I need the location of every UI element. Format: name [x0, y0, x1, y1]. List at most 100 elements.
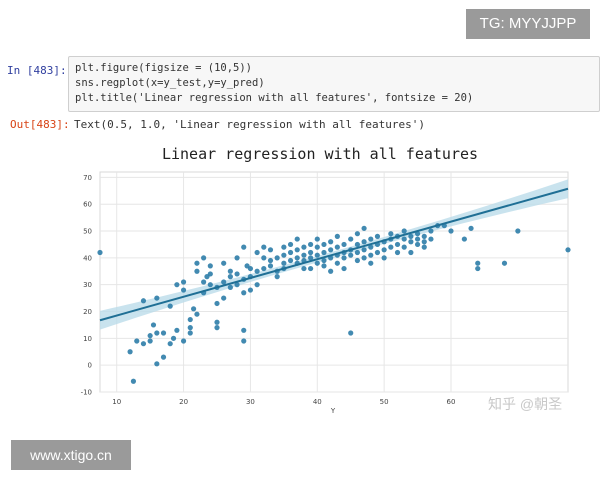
data-point	[294, 247, 300, 253]
data-point	[368, 244, 374, 250]
data-point	[301, 265, 307, 272]
data-point	[241, 244, 247, 250]
data-point	[180, 287, 187, 293]
data-point	[214, 325, 220, 331]
data-point	[408, 233, 414, 239]
data-point	[201, 255, 207, 261]
data-point	[227, 284, 233, 290]
data-point	[201, 279, 207, 285]
scatter-points	[97, 223, 571, 384]
code-line-2: sns.regplot(x=y_test,y=y_pred)	[75, 77, 265, 89]
data-point	[334, 244, 340, 250]
site-watermark: www.xtigo.cn	[11, 440, 131, 470]
data-point	[314, 260, 320, 266]
data-point	[147, 338, 153, 344]
data-point	[180, 338, 187, 344]
data-point	[421, 239, 427, 245]
data-point	[174, 327, 180, 333]
data-point	[354, 257, 360, 264]
data-point	[221, 279, 227, 285]
data-point	[388, 244, 394, 250]
data-point	[254, 282, 260, 288]
data-point	[194, 268, 200, 274]
data-point	[281, 260, 287, 266]
data-point	[227, 274, 233, 280]
data-point	[154, 361, 160, 367]
data-point	[207, 271, 213, 277]
data-point	[328, 268, 334, 274]
data-point	[361, 255, 367, 261]
x-tick-label: 20	[179, 398, 188, 406]
data-point	[361, 225, 367, 231]
data-point	[428, 228, 434, 234]
data-point	[361, 239, 367, 245]
code-editor[interactable]: plt.figure(figsize = (10,5)) sns.regplot…	[68, 56, 600, 112]
y-tick-label: 10	[83, 335, 92, 343]
data-point	[475, 260, 481, 266]
data-point	[334, 233, 340, 239]
data-point	[388, 231, 394, 237]
data-point	[328, 247, 334, 253]
data-point	[261, 265, 267, 272]
data-point	[274, 274, 280, 280]
data-point	[191, 306, 197, 312]
data-point	[308, 241, 314, 248]
data-point	[174, 282, 180, 288]
data-point	[321, 257, 327, 264]
data-point	[321, 263, 327, 269]
data-point	[140, 341, 147, 347]
data-point	[341, 241, 347, 248]
data-point	[314, 252, 320, 258]
data-point	[308, 249, 314, 256]
data-point	[341, 265, 347, 272]
data-point	[134, 338, 140, 344]
x-tick-label: 10	[112, 398, 121, 406]
data-point	[308, 265, 314, 272]
data-point	[140, 298, 147, 304]
data-point	[294, 236, 300, 242]
data-point	[97, 249, 103, 256]
data-point	[214, 300, 220, 307]
code-line-1: plt.figure(figsize = (10,5))	[75, 62, 253, 74]
data-point	[468, 225, 474, 231]
data-point	[221, 295, 227, 301]
data-point	[354, 231, 360, 237]
data-point	[314, 236, 320, 242]
data-point	[154, 330, 160, 336]
data-point	[267, 263, 274, 269]
y-tick-label: 50	[83, 228, 92, 236]
data-point	[354, 249, 360, 256]
data-point	[247, 265, 254, 272]
data-point	[267, 257, 274, 264]
data-point	[287, 249, 294, 256]
regression-chart: Linear regression with all features 10 20…	[81, 145, 571, 414]
data-point	[294, 255, 300, 261]
data-point	[241, 327, 247, 333]
data-point	[368, 252, 374, 258]
data-point	[234, 282, 240, 288]
data-point	[194, 260, 200, 266]
data-point	[234, 271, 240, 277]
data-point	[287, 257, 294, 264]
data-point	[381, 255, 387, 261]
data-point	[167, 303, 173, 309]
data-point	[354, 241, 360, 248]
data-point	[421, 244, 427, 250]
data-point	[448, 228, 454, 234]
y-tick-label: 40	[83, 254, 92, 262]
data-point	[254, 249, 260, 256]
data-point	[348, 236, 354, 242]
x-tick-label: 40	[313, 398, 322, 406]
input-cell: In [483]: plt.figure(figsize = (10,5)) s…	[0, 56, 600, 112]
x-tick-labels: 10 20 30 40 50 60	[112, 398, 455, 406]
output-prompt: Out[483]:	[10, 118, 70, 131]
data-point	[368, 260, 374, 266]
y-tick-label: 70	[83, 174, 92, 182]
data-point	[227, 268, 233, 274]
tg-watermark: TG: MYYJJPP	[466, 9, 590, 39]
data-point	[127, 349, 133, 355]
data-point	[281, 252, 287, 258]
data-point	[154, 295, 160, 301]
data-point	[301, 252, 307, 258]
data-point	[394, 249, 401, 256]
